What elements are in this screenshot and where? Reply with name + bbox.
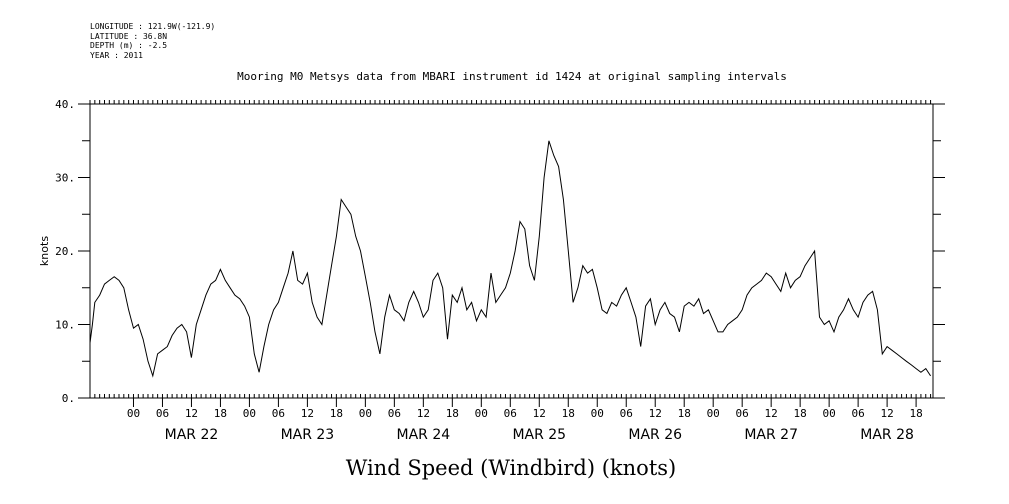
x-hour-tick-label: 00 [243,407,256,420]
wind-speed-line [89,140,932,378]
x-hour-tick-label: 00 [823,407,836,420]
x-hour-tick-label: 06 [736,407,749,420]
y-tick-label: 40. [55,98,75,111]
x-hour-tick-label: 12 [185,407,198,420]
x-hour-tick-label: 06 [388,407,401,420]
x-hour-tick-label: 12 [649,407,662,420]
x-hour-tick-label: 00 [707,407,720,420]
x-tick-labels: 00 06 12 18 00 06 12 18 00 06 12 18 00 06 12 18 00 06 12 18… [127,407,923,443]
y-tick-label: 0. [62,392,75,405]
x-hour-tick-label: 06 [851,407,864,420]
y-axis-label: knots [38,236,51,266]
y-tick-labels: 0. 10. 20. 30. 40. [55,98,75,405]
x-hour-tick-label: 00 [475,407,488,420]
x-hour-tick-label: 00 [127,407,140,420]
x-hour-tick-label: 18 [446,407,459,420]
chart-title: Mooring M0 Metsys data from MBARI instru… [237,70,787,83]
x-day-label: MAR 27 [744,427,798,443]
axis-ticks [78,100,945,407]
x-hour-tick-label: 12 [417,407,430,420]
depth-label: DEPTH (m) : -2.5 [90,41,168,50]
x-hour-tick-label: 06 [504,407,517,420]
x-hour-tick-label: 18 [214,407,227,420]
x-hour-tick-label: 18 [330,407,343,420]
x-hour-tick-label: 18 [562,407,575,420]
x-hour-tick-label: 00 [359,407,372,420]
x-day-label: MAR 25 [512,427,566,443]
x-day-label: MAR 26 [628,427,682,443]
plot-frame [89,103,934,399]
metadata-block: LONGITUDE : 121.9W(-121.9) LATITUDE : 36… [90,22,215,60]
x-hour-tick-label: 12 [765,407,778,420]
x-hour-tick-label: 18 [794,407,807,420]
x-day-label: MAR 22 [165,427,219,443]
x-hour-tick-label: 12 [533,407,546,420]
x-hour-tick-label: 06 [272,407,285,420]
x-hour-tick-label: 18 [909,407,922,420]
x-hour-tick-label: 00 [591,407,604,420]
x-axis-label: Wind Speed (Windbird) (knots) [346,456,676,480]
y-tick-label: 30. [55,172,75,185]
x-hour-tick-label: 12 [880,407,893,420]
year-label: YEAR : 2011 [90,50,143,60]
longitude-label: LONGITUDE : 121.9W(-121.9) [90,22,216,31]
y-tick-label: 20. [55,245,75,258]
x-hour-tick-label: 06 [620,407,633,420]
latitude-label: LATITUDE : 36.8N [90,31,168,41]
x-hour-tick-label: 12 [301,407,314,420]
x-hour-tick-label: 06 [156,407,169,420]
x-hour-tick-label: 18 [678,407,691,420]
x-day-label: MAR 24 [397,427,451,443]
y-tick-label: 10. [55,319,75,332]
x-day-label: MAR 23 [281,427,335,443]
x-day-label: MAR 28 [860,427,914,443]
